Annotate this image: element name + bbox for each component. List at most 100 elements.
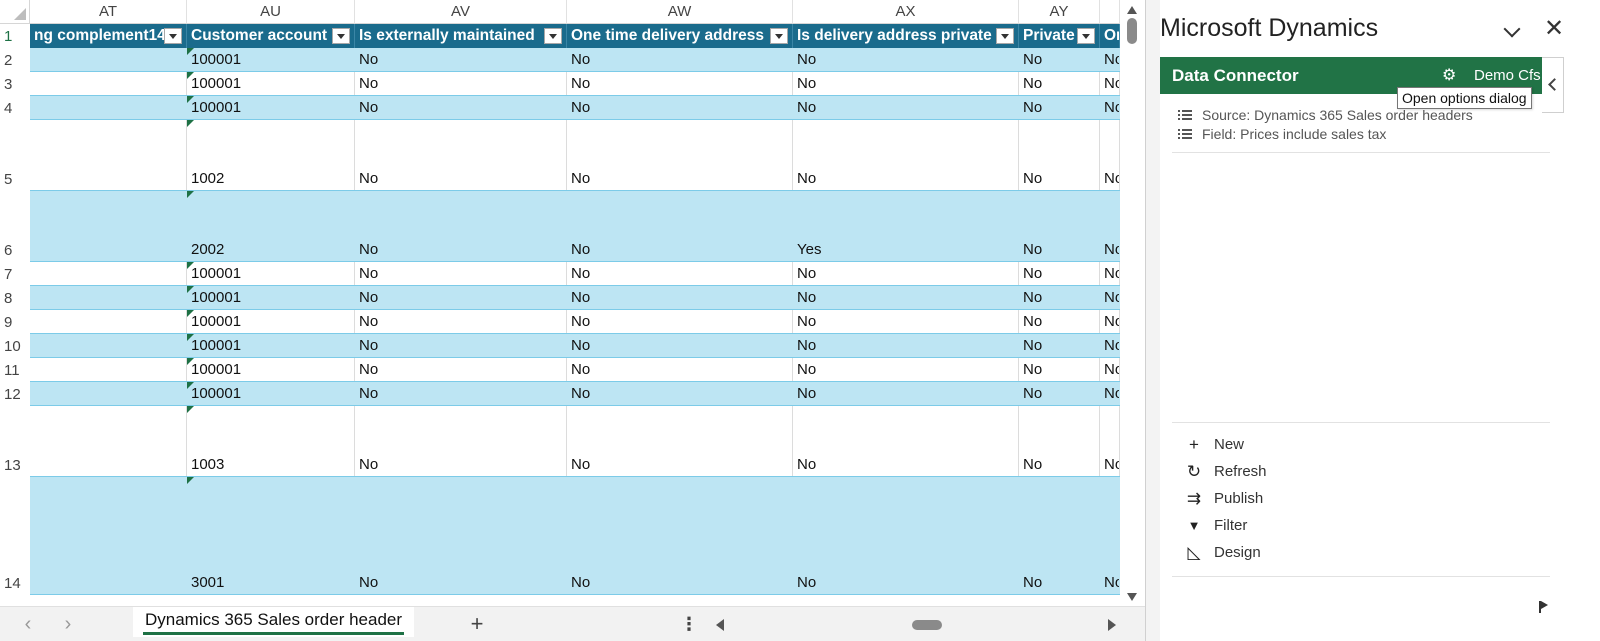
table-cell[interactable]: No [1100,406,1120,476]
row-number[interactable]: 11 [4,362,20,379]
table-cell[interactable]: No [1100,286,1120,309]
table-cell[interactable]: No [1100,358,1120,381]
row-number[interactable]: 4 [4,100,13,117]
sheet-tab-sales-order-header[interactable]: Dynamics 365 Sales order header [133,607,415,637]
filter-dropdown-icon[interactable] [1077,28,1095,44]
table-cell[interactable]: No [1100,262,1120,285]
column-letter-6[interactable]: AY [1019,0,1100,24]
horizontal-scroll-thumb[interactable] [912,620,942,630]
close-icon[interactable]: ✕ [1543,15,1565,42]
table-cell[interactable]: No [355,48,567,71]
column-letter-1[interactable]: AT [30,0,187,24]
table-cell[interactable] [30,191,187,261]
more-options-icon[interactable]: ⋮ [680,614,698,634]
new-button[interactable]: + New [1172,431,1550,458]
table-cell[interactable] [30,120,187,190]
table-cell[interactable]: No [567,120,793,190]
prev-sheet-icon[interactable]: ‹ [24,613,32,635]
table-cell[interactable]: No [567,262,793,285]
table-cell[interactable]: No [1100,477,1120,594]
row-number[interactable]: 14 [4,575,21,592]
design-button[interactable]: ◺ Design [1172,539,1550,566]
table-cell[interactable]: No [567,286,793,309]
table-cell[interactable]: No [1019,358,1100,381]
vertical-scroll-thumb[interactable] [1127,18,1137,44]
table-cell[interactable]: No [567,96,793,119]
table-cell[interactable]: No [1019,96,1100,119]
table-cell[interactable]: No [567,382,793,405]
table-header-cell[interactable]: Is externally maintained [355,24,567,48]
table-cell[interactable]: No [793,334,1019,357]
table-cell[interactable]: No [567,72,793,95]
table-cell[interactable]: No [793,286,1019,309]
table-cell[interactable] [30,48,187,71]
table-cell[interactable]: No [1019,477,1100,594]
table-cell[interactable]: No [1019,310,1100,333]
table-cell[interactable]: No [793,96,1019,119]
table-cell[interactable] [30,262,187,285]
row-number[interactable]: 2 [4,52,13,69]
table-cell[interactable]: 2002 [187,191,355,261]
table-cell[interactable]: No [1100,382,1120,405]
table-cell[interactable]: No [1100,96,1120,119]
table-cell[interactable]: No [1100,72,1120,95]
filter-dropdown-icon[interactable] [332,28,350,44]
row-number[interactable]: 1 [4,28,13,45]
table-cell[interactable]: No [1100,334,1120,357]
table-cell[interactable]: 100001 [187,382,355,405]
table-cell[interactable]: 100001 [187,286,355,309]
publish-button[interactable]: ⇉ Publish [1172,485,1550,512]
gear-icon[interactable]: ⚙ [1442,67,1457,84]
table-cell[interactable]: No [355,96,567,119]
table-cell[interactable]: 100001 [187,310,355,333]
table-cell[interactable]: No [1019,262,1100,285]
table-cell[interactable] [30,72,187,95]
table-cell[interactable] [30,477,187,594]
table-cell[interactable]: No [355,477,567,594]
table-header-cell[interactable]: Is delivery address private [793,24,1019,48]
column-letter-2[interactable]: AU [187,0,355,24]
table-cell[interactable]: 100001 [187,96,355,119]
table-cell[interactable]: No [793,48,1019,71]
row-number[interactable]: 12 [4,386,21,403]
table-cell[interactable]: No [793,310,1019,333]
table-cell[interactable]: No [567,310,793,333]
table-cell[interactable]: No [1100,48,1120,71]
table-cell[interactable]: No [355,72,567,95]
table-cell[interactable]: 3001 [187,477,355,594]
column-letter-4[interactable]: AW [567,0,793,24]
table-cell[interactable]: No [1100,191,1120,261]
chevron-down-icon[interactable] [1501,20,1523,42]
table-cell[interactable]: No [567,334,793,357]
table-cell[interactable]: 100001 [187,48,355,71]
table-cell[interactable]: No [1019,406,1100,476]
next-sheet-icon[interactable]: › [64,613,72,635]
table-header-cell[interactable]: ng complement14 [30,24,187,48]
table-cell[interactable] [30,406,187,476]
table-cell[interactable]: No [793,406,1019,476]
row-number[interactable]: 8 [4,290,13,307]
vertical-scrollbar[interactable] [1120,0,1145,606]
filter-dropdown-icon[interactable] [164,28,182,44]
table-cell[interactable]: No [355,382,567,405]
table-cell[interactable]: No [1100,310,1120,333]
table-cell[interactable] [30,382,187,405]
add-sheet-button[interactable]: + [470,611,484,636]
table-cell[interactable]: No [1019,48,1100,71]
table-cell[interactable]: No [1100,120,1120,190]
table-header-cell[interactable]: Customer account [187,24,355,48]
table-cell[interactable] [30,334,187,357]
scroll-up-icon[interactable] [1127,6,1137,14]
table-cell[interactable]: No [567,358,793,381]
table-cell[interactable]: No [355,310,567,333]
filter-dropdown-icon[interactable] [996,28,1014,44]
table-cell[interactable]: No [355,286,567,309]
row-number[interactable]: 6 [4,242,13,259]
table-cell[interactable]: 100001 [187,262,355,285]
row-number[interactable]: 3 [4,76,13,93]
column-letter-3[interactable]: AV [355,0,567,24]
refresh-button[interactable]: ↻ Refresh [1172,458,1550,485]
side-collapse-tab[interactable] [1542,57,1564,113]
table-cell[interactable]: No [793,72,1019,95]
table-cell[interactable]: No [567,406,793,476]
